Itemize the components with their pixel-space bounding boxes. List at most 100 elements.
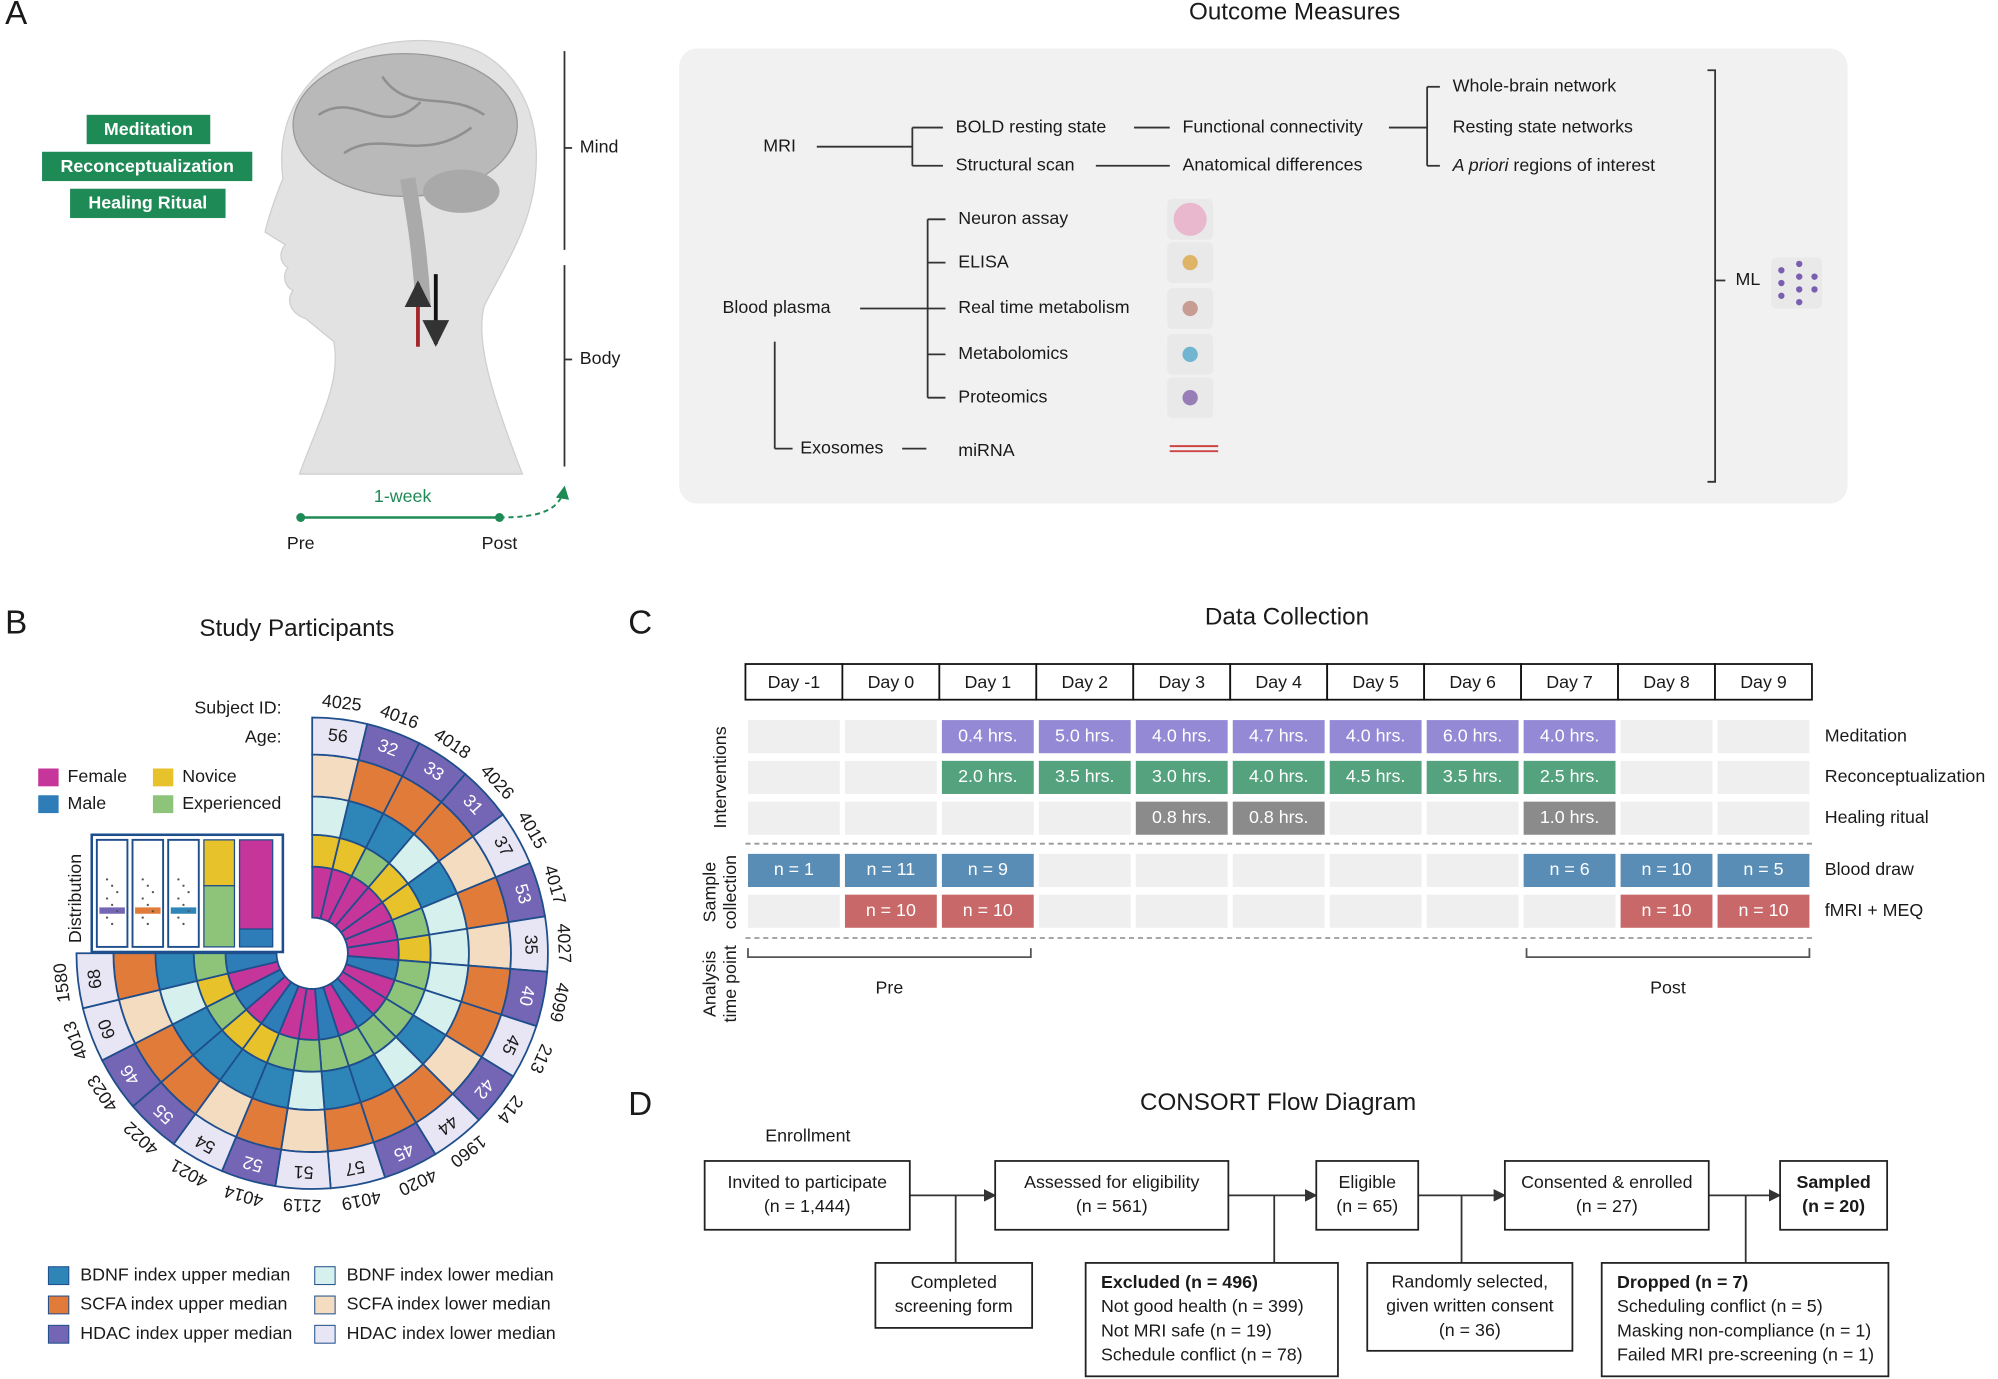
distribution-dot <box>116 910 119 913</box>
cell <box>1329 801 1422 835</box>
cell <box>1426 720 1519 754</box>
legend-label: Novice <box>182 766 237 786</box>
legend-label: BDNF index lower median <box>347 1264 554 1284</box>
panel-label: D <box>628 1086 652 1123</box>
distribution-dot <box>110 903 114 906</box>
distribution-mean <box>99 907 125 914</box>
intervention-box <box>70 188 226 219</box>
age-label: 56 <box>327 724 349 746</box>
cell <box>1523 853 1616 888</box>
node-label: Metabolomics <box>958 343 1068 363</box>
flow-box <box>1779 1160 1889 1231</box>
age-label: 51 <box>293 1162 314 1183</box>
distribution-dot <box>105 897 109 900</box>
box-text: Not MRI safe (n = 19) <box>1101 1320 1272 1340</box>
distribution-dot <box>141 916 144 919</box>
ring-cell <box>465 921 512 970</box>
cell-label: 4.0 hrs. <box>1540 725 1599 745</box>
box-text: given written consent <box>1386 1296 1554 1316</box>
group-label: Analysis <box>700 951 720 1017</box>
node-label: ELISA <box>958 251 1009 271</box>
ml-node <box>1796 298 1803 306</box>
cell-label: n = 10 <box>1641 859 1691 879</box>
box-text: Eligible <box>1339 1172 1397 1192</box>
flow-box <box>874 1262 1034 1329</box>
distribution-col <box>131 838 165 948</box>
box-text: Randomly selected, <box>1392 1271 1549 1291</box>
cell-label: 4.7 hrs. <box>1249 725 1308 745</box>
row-label: fMRI + MEQ <box>1825 900 1924 920</box>
box-text: screening form <box>895 1296 1013 1316</box>
timepoint-label: Pre <box>876 978 904 998</box>
legend-label: HDAC index upper median <box>80 1323 292 1343</box>
cell <box>1329 853 1422 888</box>
subject-id: 4025 <box>321 690 363 715</box>
intervention-box <box>42 151 253 182</box>
legend-swatch <box>47 1266 70 1286</box>
panel-label: C <box>628 604 652 641</box>
cell <box>1620 801 1713 835</box>
day-label: Day 1 <box>965 672 1012 692</box>
ml-node <box>1796 286 1803 293</box>
cell <box>1523 720 1616 754</box>
flow-box <box>994 1160 1230 1231</box>
node-label: Structural scan <box>956 154 1075 174</box>
legend-swatch <box>314 1266 336 1286</box>
cell-label: 2.0 hrs. <box>958 766 1017 786</box>
group-label: collection <box>720 855 740 929</box>
box-text: Invited to participate <box>727 1172 887 1192</box>
distribution-dot <box>177 878 180 881</box>
cell <box>1620 720 1713 754</box>
cell-label: 3.0 hrs. <box>1152 766 1211 786</box>
ml-label: ML <box>1736 269 1761 289</box>
day-label: Day 6 <box>1449 672 1496 692</box>
cell <box>1232 801 1325 835</box>
cell <box>747 853 840 888</box>
cell <box>1426 760 1519 794</box>
age-label: 57 <box>343 1157 366 1181</box>
cell <box>941 801 1034 835</box>
day-label: Day 2 <box>1061 672 1108 692</box>
legend-swatch <box>314 1324 336 1344</box>
day-header <box>1714 663 1813 701</box>
cell <box>1717 853 1810 888</box>
distribution-dot <box>116 890 119 894</box>
box-text: Consented & enrolled <box>1521 1172 1692 1192</box>
ml-node <box>1796 273 1803 280</box>
body-label: Body <box>580 348 621 368</box>
day-label: Day 7 <box>1546 672 1593 692</box>
distribution-col <box>95 838 129 948</box>
distribution-dot <box>105 878 109 881</box>
box-text: (n = 1,444) <box>764 1196 851 1216</box>
flow-box <box>703 1160 911 1231</box>
post-label: Post <box>482 533 518 553</box>
subject-id: 1580 <box>49 962 74 1004</box>
ml-node <box>1778 292 1785 299</box>
cell <box>1523 801 1616 835</box>
assay-icon-mark <box>1182 346 1198 363</box>
subject-id: 213 <box>526 1041 557 1076</box>
box-text: Schedule conflict (n = 78) <box>1101 1345 1303 1365</box>
legend-swatch <box>47 1295 70 1315</box>
day-header <box>841 663 941 701</box>
cell <box>941 853 1034 888</box>
title: CONSORT Flow Diagram <box>1140 1089 1416 1116</box>
node-label: BOLD resting state <box>956 116 1107 136</box>
row-label: Blood draw <box>1825 859 1914 879</box>
cell-label: n = 6 <box>1549 859 1589 879</box>
cell <box>1717 894 1810 928</box>
row-label: Healing ritual <box>1825 807 1929 827</box>
day-label: Day 0 <box>868 672 915 692</box>
day-header <box>744 663 844 701</box>
flow-box <box>1600 1262 1890 1378</box>
box-text: (n = 36) <box>1439 1320 1501 1340</box>
distribution-dot <box>187 910 190 913</box>
cell <box>1135 760 1228 794</box>
cell <box>747 801 840 835</box>
node-label: Blood plasma <box>722 297 830 317</box>
intervention-label: Reconceptualization <box>60 156 233 176</box>
legend-label: BDNF index upper median <box>80 1264 290 1284</box>
distribution-bar <box>238 839 274 930</box>
axis-label: Age: <box>245 727 282 747</box>
